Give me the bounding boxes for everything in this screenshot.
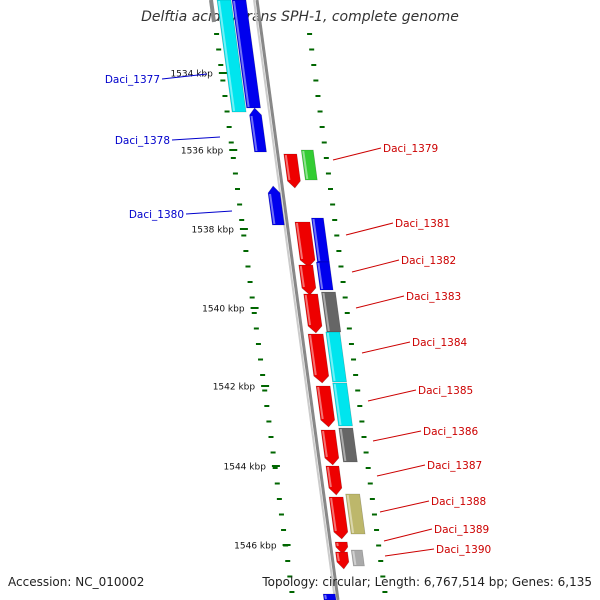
gene-block-daci-1388-khaki xyxy=(345,493,366,535)
gene-block-daci-1388-red-shine xyxy=(330,497,337,532)
gene-label-daci-1390[interactable]: Daci_1390 xyxy=(436,544,491,556)
gene-block-daci-1390-red-shine xyxy=(336,552,340,562)
gene-block-daci-1384-red-shine xyxy=(309,334,317,376)
gene-block-daci-1377-cyan xyxy=(216,0,247,113)
gene-label-leader xyxy=(351,259,400,273)
gene-label-daci-1383[interactable]: Daci_1383 xyxy=(406,291,461,303)
accession-text: Accession: NC_010002 xyxy=(8,575,145,589)
gene-label-leader xyxy=(376,464,426,477)
gene-block-daci-1390-red xyxy=(335,551,350,570)
gene-block-daci-1390-gray-shine xyxy=(352,550,357,566)
position-ticks: 1534 kbp 1536 kbp 1538 kbp 1540 kbp 1542 kbp… xyxy=(170,70,291,552)
gene-features xyxy=(216,0,366,600)
gene-label-leader xyxy=(171,136,221,141)
gene-label-daci-1380[interactable]: Daci_1380 xyxy=(129,209,184,221)
gene-label-leader xyxy=(161,73,208,80)
genome-summary-text: Topology: circular; Length: 6,767,514 bp… xyxy=(262,575,592,589)
gene-block-daci-1388-red xyxy=(328,496,349,540)
gene-block-daci-1384-red xyxy=(307,333,330,384)
gene-block-daci-1387 xyxy=(325,465,343,496)
gene-block-daci-1381-red xyxy=(294,221,316,268)
gene-block-daci-1386-gray xyxy=(338,427,358,463)
gene-block-daci-1378-shine xyxy=(250,115,258,152)
tick-label: 1534 kbp xyxy=(170,70,213,80)
gene-block-bottom-blue-shine xyxy=(324,594,327,600)
gene-label-leader xyxy=(367,389,417,402)
gene-label-leader xyxy=(372,430,422,442)
gene-block-daci-1385-cyan-shine xyxy=(333,383,342,426)
gene-block-daci-1379-green xyxy=(300,149,318,181)
dotted-ring-guides xyxy=(214,33,388,593)
gene-label-leader xyxy=(361,341,411,354)
tick-label: 1542 kbp xyxy=(213,383,256,393)
backbone-top-stub xyxy=(209,0,216,23)
gene-block-daci-1386-red xyxy=(320,429,340,466)
gene-block-daci-1379-red xyxy=(283,153,301,189)
gene-block-daci-1390-gray xyxy=(350,549,365,567)
gene-block-daci-1382-red-shine xyxy=(299,265,305,288)
gene-block-daci-1381-red-shine xyxy=(295,222,304,260)
gene-label-daci-1385[interactable]: Daci_1385 xyxy=(418,385,473,397)
gene-label-daci-1386[interactable]: Daci_1386 xyxy=(423,426,479,438)
gene-label-leader xyxy=(379,500,430,513)
gene-label-daci-1387[interactable]: Daci_1387 xyxy=(427,460,482,472)
gene-block-daci-1383-red xyxy=(303,293,323,334)
gene-block-daci-1382-blue xyxy=(316,261,334,291)
gene-block-daci-1384-cyan-shine xyxy=(326,332,336,382)
gene-block-daci-1380-shine xyxy=(269,193,276,225)
gene-block-daci-1378 xyxy=(249,107,267,153)
gene-block-bottom-blue xyxy=(322,593,337,600)
gene-label-leader xyxy=(383,528,433,542)
gene-block-daci-1384-cyan xyxy=(325,331,347,383)
gene-block-daci-1382-blue-shine xyxy=(317,262,324,290)
gene-block-daci-1389-shine xyxy=(336,542,339,547)
gene-label-leader xyxy=(345,222,394,236)
tick-label: 1544 kbp xyxy=(224,463,267,473)
gene-block-daci-1386-red-shine xyxy=(322,430,328,458)
gene-label-leader xyxy=(355,295,405,309)
gene-block-daci-1377-cyan-shine xyxy=(218,0,236,112)
gene-block-daci-1389 xyxy=(334,541,349,555)
gene-block-daci-1377-blue-shine xyxy=(233,0,250,108)
gene-label-daci-1379[interactable]: Daci_1379 xyxy=(383,143,438,155)
gene-block-daci-1385-cyan xyxy=(332,382,353,427)
gene-label-leader xyxy=(185,210,233,215)
gene-label-leader xyxy=(384,548,435,557)
gene-label-daci-1378[interactable]: Daci_1378 xyxy=(115,135,170,147)
gene-labels: Daci_1377 Daci_1378 Daci_1380 Daci_1379 Daci… xyxy=(105,73,491,557)
gene-block-daci-1380 xyxy=(267,185,285,226)
gene-block-daci-1383-red-shine xyxy=(304,294,311,326)
gene-block-daci-1383-gray-shine xyxy=(322,292,330,332)
backbone-line xyxy=(255,0,340,600)
gene-label-daci-1384[interactable]: Daci_1384 xyxy=(412,337,468,349)
gene-block-daci-1388-khaki-shine xyxy=(346,494,355,534)
backbone-shadow xyxy=(253,0,336,600)
gene-label-daci-1389[interactable]: Daci_1389 xyxy=(434,524,489,536)
tick-label: 1540 kbp xyxy=(202,305,245,315)
genome-backbone xyxy=(209,0,340,600)
gene-block-daci-1382-red xyxy=(298,264,317,296)
gene-block-daci-1387-shine xyxy=(326,466,332,488)
gene-label-daci-1388[interactable]: Daci_1388 xyxy=(431,496,486,508)
gene-block-daci-1377-blue xyxy=(231,0,261,109)
gene-label-daci-1377[interactable]: Daci_1377 xyxy=(105,74,160,86)
gene-label-leader xyxy=(332,147,382,161)
gene-block-daci-1379-green-shine xyxy=(302,150,309,180)
gene-block-daci-1385-red xyxy=(315,385,336,428)
tick-label: 1546 kbp xyxy=(234,542,277,552)
gene-label-daci-1382[interactable]: Daci_1382 xyxy=(401,255,456,267)
gene-block-daci-1383-gray xyxy=(321,291,342,333)
tick-label: 1538 kbp xyxy=(192,226,235,236)
tick-label: 1536 kbp xyxy=(181,147,224,157)
gene-label-daci-1381[interactable]: Daci_1381 xyxy=(395,218,450,230)
gene-block-daci-1381-blue-shine xyxy=(312,218,321,262)
gene-block-daci-1385-red-shine xyxy=(317,386,324,420)
gene-block-daci-1379-red-shine xyxy=(284,154,291,181)
gene-block-daci-1386-gray-shine xyxy=(339,428,347,462)
